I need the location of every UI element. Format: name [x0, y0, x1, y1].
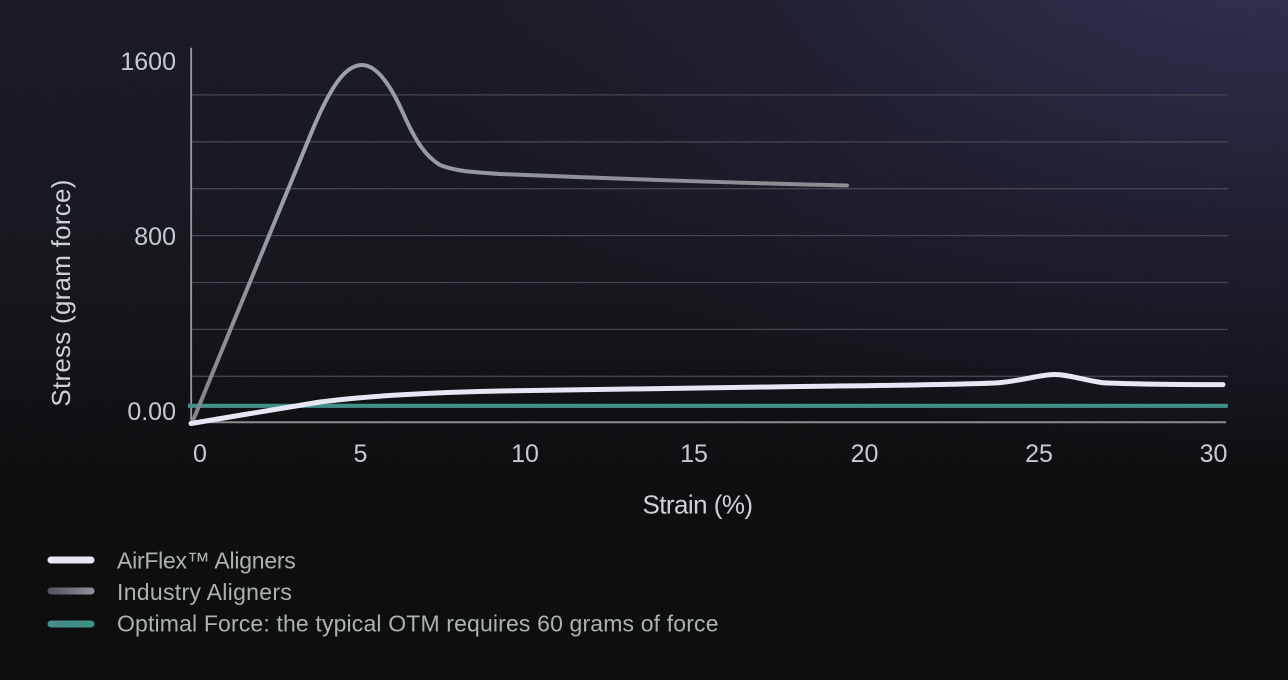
- svg-text:1600: 1600: [120, 48, 176, 76]
- svg-text:20: 20: [851, 440, 879, 468]
- svg-text:0: 0: [193, 440, 207, 468]
- svg-text:25: 25: [1025, 440, 1053, 468]
- svg-text:AirFlex™ Aligners: AirFlex™ Aligners: [117, 547, 296, 573]
- svg-text:800: 800: [134, 223, 176, 251]
- svg-text:5: 5: [354, 440, 368, 468]
- svg-text:15: 15: [680, 440, 708, 468]
- svg-text:10: 10: [511, 440, 539, 468]
- svg-text:Industry Aligners: Industry Aligners: [117, 579, 292, 605]
- svg-text:30: 30: [1200, 440, 1228, 468]
- svg-text:Optimal Force: the typical OTM: Optimal Force: the typical OTM requires …: [117, 610, 719, 636]
- svg-text:Stress (gram force): Stress (gram force): [46, 179, 76, 406]
- svg-text:0.00: 0.00: [127, 398, 176, 426]
- svg-text:Strain (%): Strain (%): [642, 490, 752, 520]
